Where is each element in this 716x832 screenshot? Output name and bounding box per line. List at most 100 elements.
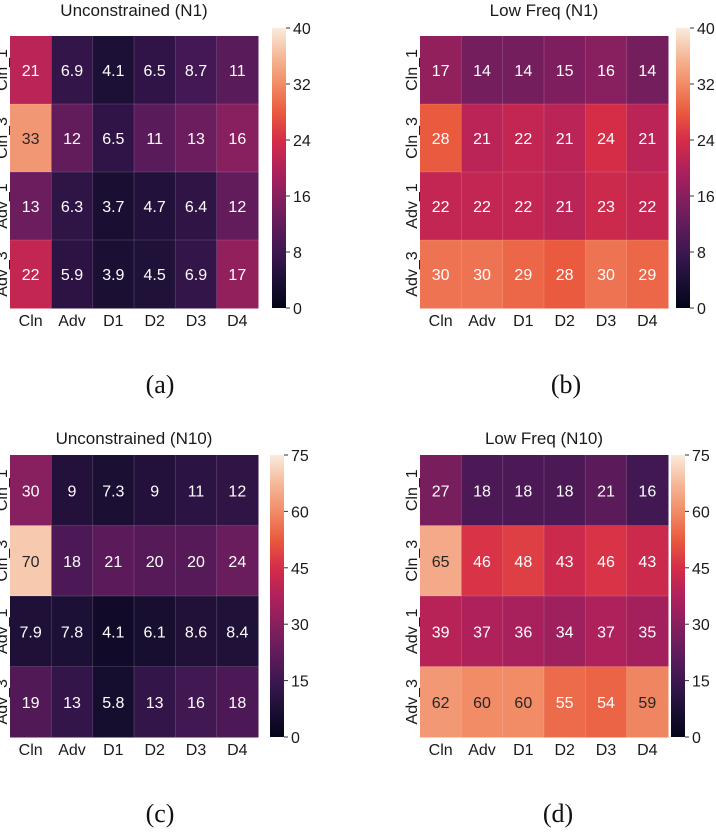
heatmap-cell (461, 36, 504, 105)
cell-value-label: 21 (556, 131, 574, 148)
heatmap-cell (51, 172, 94, 241)
cell-value-label: 9 (68, 483, 77, 500)
colorbar-tick-label: 0 (697, 301, 706, 318)
heatmap-cell (10, 172, 52, 241)
cell-value-label: 65 (432, 554, 450, 571)
heatmap-cell (626, 666, 669, 738)
colorbar-tick-label: 75 (692, 448, 710, 465)
x-tick-label: Cln (19, 742, 43, 759)
heatmap-cell (420, 455, 462, 526)
heatmap-cell (92, 666, 135, 738)
heatmap-cell (626, 525, 669, 597)
panel-title: Unconstrained (N10) (56, 429, 213, 448)
cell-value-label: 16 (228, 131, 246, 148)
cell-value-label: 11 (229, 63, 246, 80)
cell-value-label: 60 (473, 695, 491, 712)
cell-value-label: 33 (22, 131, 40, 148)
heatmap-cell (544, 36, 586, 105)
heatmap-cell (175, 240, 218, 309)
cell-value-label: 4.1 (102, 624, 124, 641)
heatmap-cell (585, 104, 628, 173)
heatmap-cell (502, 36, 545, 105)
cell-value-label: 7.3 (102, 483, 124, 500)
x-tick-label: D4 (227, 313, 248, 330)
cell-value-label: 6.1 (144, 624, 166, 641)
heatmap-cell (420, 525, 462, 597)
y-tick-label: Cln_3 (404, 117, 421, 159)
x-tick-label: D3 (596, 742, 617, 759)
cell-value-label: 9 (150, 483, 159, 500)
panel-caption: (d) (543, 799, 573, 828)
heatmap-cell (92, 596, 135, 667)
panel-title: Low Freq (N1) (490, 1, 599, 20)
cell-value-label: 37 (473, 624, 491, 641)
heatmap-cell (10, 455, 52, 526)
heatmap-cell (544, 666, 586, 738)
heatmap-cell (626, 36, 669, 105)
y-tick-label: Cln_3 (0, 117, 11, 159)
heatmap-cell (92, 104, 135, 173)
heatmap-cell (216, 455, 259, 526)
cell-value-label: 11 (188, 483, 205, 500)
heatmap-cell (420, 596, 462, 667)
y-tick-label: Cln_1 (0, 49, 11, 91)
panel-title: Low Freq (N10) (485, 429, 603, 448)
cell-value-label: 22 (514, 199, 532, 216)
heatmap-cell (502, 455, 545, 526)
heatmap-cell (216, 36, 259, 105)
cell-value-label: 6.5 (144, 63, 166, 80)
heatmap-panel-3: Unconstrained (N10) 30 9 7.3 9 11 12 70 18 21 20 20… (0, 429, 309, 828)
heatmap-cell (585, 240, 628, 309)
heatmap-cell (626, 596, 669, 667)
x-tick-label: D4 (227, 742, 248, 759)
cell-value-label: 48 (514, 554, 532, 571)
y-tick-label: Cln_3 (0, 540, 11, 582)
heatmap-cell (134, 666, 176, 738)
cell-value-label: 29 (638, 267, 656, 284)
heatmap-cell (10, 240, 52, 309)
cell-value-label: 13 (22, 199, 40, 216)
heatmap-cell (92, 240, 135, 309)
cell-value-label: 30 (22, 483, 40, 500)
cell-value-label: 30 (432, 267, 450, 284)
cell-value-label: 30 (597, 267, 615, 284)
y-tick-label: Adv_1 (404, 183, 421, 228)
heatmap-cell (216, 596, 259, 667)
heatmap-cell (51, 666, 94, 738)
heatmap-cell (134, 104, 176, 173)
cell-value-label: 23 (597, 199, 615, 216)
cell-value-label: 46 (597, 554, 615, 571)
colorbar-tick-label: 24 (293, 133, 311, 150)
cell-value-label: 5.9 (61, 267, 83, 284)
cell-value-label: 34 (556, 624, 574, 641)
cell-value-label: 4.1 (102, 63, 124, 80)
cell-value-label: 8.4 (226, 624, 248, 641)
heatmap-cell (175, 172, 218, 241)
cell-value-label: 22 (473, 199, 491, 216)
cell-value-label: 21 (638, 131, 656, 148)
cell-value-label: 70 (22, 554, 40, 571)
colorbar-tick-label: 0 (293, 301, 302, 318)
heatmap-panel-1: Unconstrained (N1) 21 6.9 4.1 6.5 8.7 11 33 12 6.… (0, 1, 311, 399)
cell-value-label: 14 (514, 63, 532, 80)
heatmap-cell (626, 455, 669, 526)
cell-value-label: 17 (432, 63, 450, 80)
y-tick-label: Cln_1 (404, 469, 421, 511)
colorbar-tick-label: 15 (692, 674, 710, 691)
cell-value-label: 18 (228, 695, 246, 712)
heatmap-cell (585, 172, 628, 241)
heatmap-cell (420, 36, 462, 105)
heatmap-panel-2: Low Freq (N1) 17 14 14 15 16 14 28 21 22 21 24 21 22 2… (404, 1, 715, 399)
cell-value-label: 28 (556, 267, 574, 284)
heatmap-cell (216, 666, 259, 738)
heatmap-cell (420, 240, 462, 309)
colorbar (671, 455, 685, 737)
cell-value-label: 37 (597, 624, 615, 641)
cell-value-label: 18 (473, 483, 491, 500)
colorbar-tick-label: 60 (692, 504, 710, 521)
cell-value-label: 20 (146, 554, 164, 571)
colorbar-tick-label: 0 (291, 730, 300, 747)
heatmap-cell (461, 240, 504, 309)
heatmap-cell (10, 596, 52, 667)
heatmap-cell (502, 666, 545, 738)
